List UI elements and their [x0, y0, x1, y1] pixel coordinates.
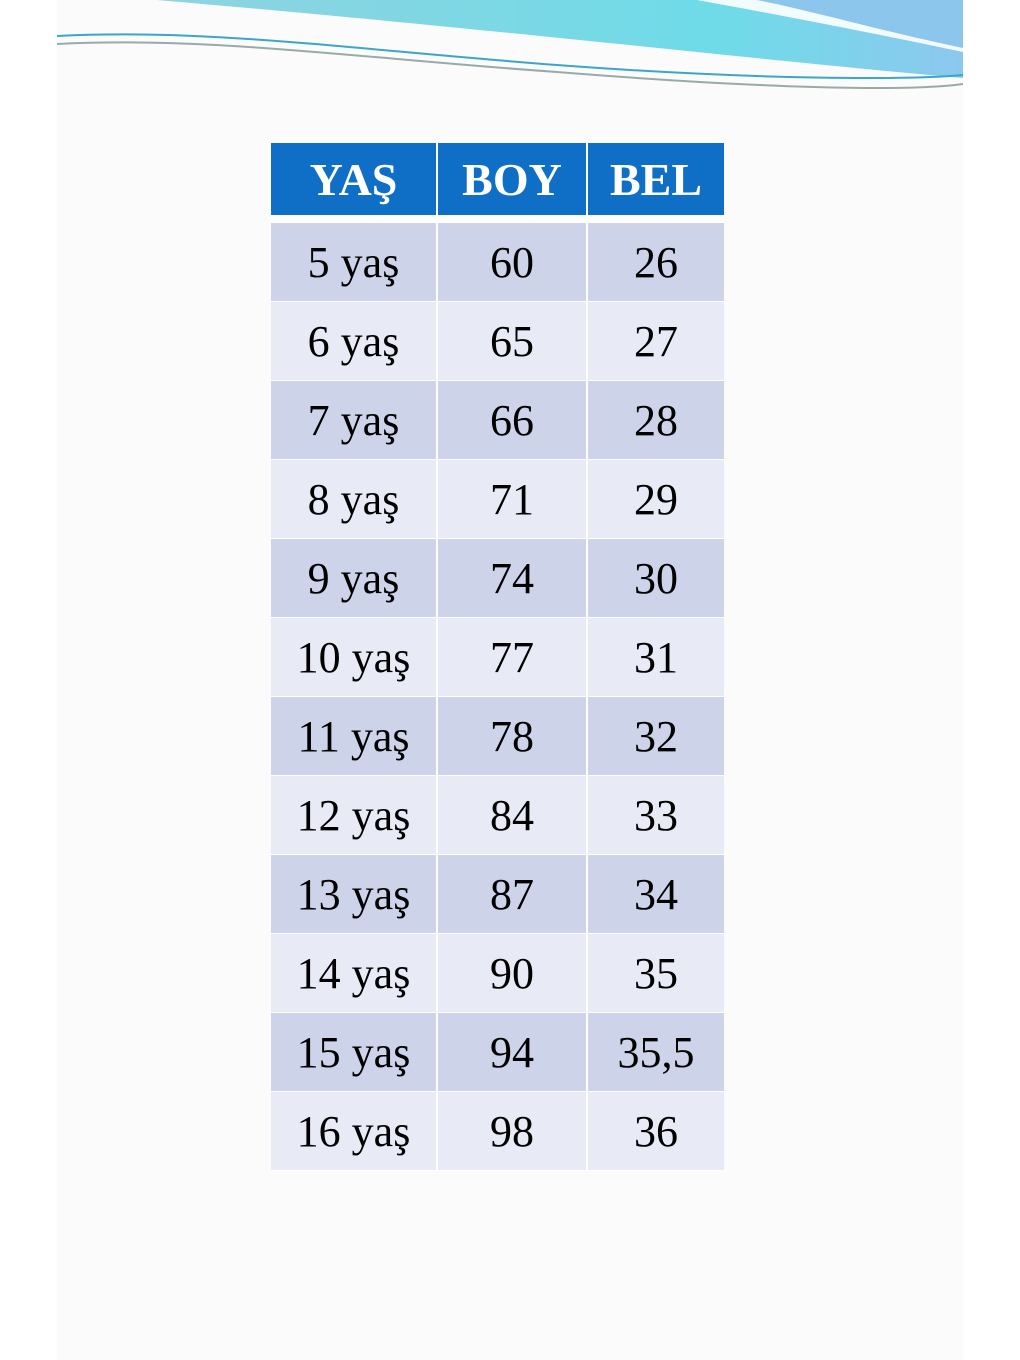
cell-age: 6 yaş [271, 302, 438, 381]
cell-age: 12 yaş [271, 776, 438, 855]
cell-age: 14 yaş [271, 934, 438, 1013]
cell-age: 10 yaş [271, 618, 438, 697]
table-row: 16 yaş 98 36 [271, 1092, 724, 1171]
cell-waist: 32 [588, 697, 724, 776]
cell-age: 13 yaş [271, 855, 438, 934]
table-row: 5 yaş 60 26 [271, 223, 724, 302]
cell-height: 77 [438, 618, 588, 697]
cell-age: 8 yaş [271, 460, 438, 539]
cell-height: 60 [438, 223, 588, 302]
cell-waist: 26 [588, 223, 724, 302]
cell-waist: 34 [588, 855, 724, 934]
header-age: YAŞ [271, 143, 438, 223]
cell-age: 15 yaş [271, 1013, 438, 1092]
cell-height: 84 [438, 776, 588, 855]
table-row: 6 yaş 65 27 [271, 302, 724, 381]
cell-height: 78 [438, 697, 588, 776]
size-table: YAŞ BOY BEL 5 yaş 60 26 6 yaş 65 27 7 yaş 66 28 8… [271, 143, 724, 1171]
cell-waist: 30 [588, 539, 724, 618]
cell-age: 9 yaş [271, 539, 438, 618]
table-row: 12 yaş 84 33 [271, 776, 724, 855]
table-row: 8 yaş 71 29 [271, 460, 724, 539]
cell-waist: 33 [588, 776, 724, 855]
table-header-row: YAŞ BOY BEL [271, 143, 724, 223]
cell-height: 98 [438, 1092, 588, 1171]
header-height: BOY [438, 143, 588, 223]
cell-height: 66 [438, 381, 588, 460]
decorative-wave [57, 0, 963, 89]
cell-height: 71 [438, 460, 588, 539]
table-row: 14 yaş 90 35 [271, 934, 724, 1013]
cell-waist: 35 [588, 934, 724, 1013]
table-row: 15 yaş 94 35,5 [271, 1013, 724, 1092]
table-row: 7 yaş 66 28 [271, 381, 724, 460]
cell-height: 87 [438, 855, 588, 934]
cell-waist: 36 [588, 1092, 724, 1171]
cell-height: 90 [438, 934, 588, 1013]
table-row: 13 yaş 87 34 [271, 855, 724, 934]
cell-height: 65 [438, 302, 588, 381]
cell-height: 94 [438, 1013, 588, 1092]
cell-waist: 29 [588, 460, 724, 539]
cell-age: 7 yaş [271, 381, 438, 460]
table-row: 9 yaş 74 30 [271, 539, 724, 618]
table-row: 10 yaş 77 31 [271, 618, 724, 697]
cell-waist: 27 [588, 302, 724, 381]
cell-waist: 31 [588, 618, 724, 697]
cell-height: 74 [438, 539, 588, 618]
table-row: 11 yaş 78 32 [271, 697, 724, 776]
header-waist: BEL [588, 143, 724, 223]
cell-age: 5 yaş [271, 223, 438, 302]
cell-age: 16 yaş [271, 1092, 438, 1171]
cell-age: 11 yaş [271, 697, 438, 776]
cell-waist: 35,5 [588, 1013, 724, 1092]
cell-waist: 28 [588, 381, 724, 460]
